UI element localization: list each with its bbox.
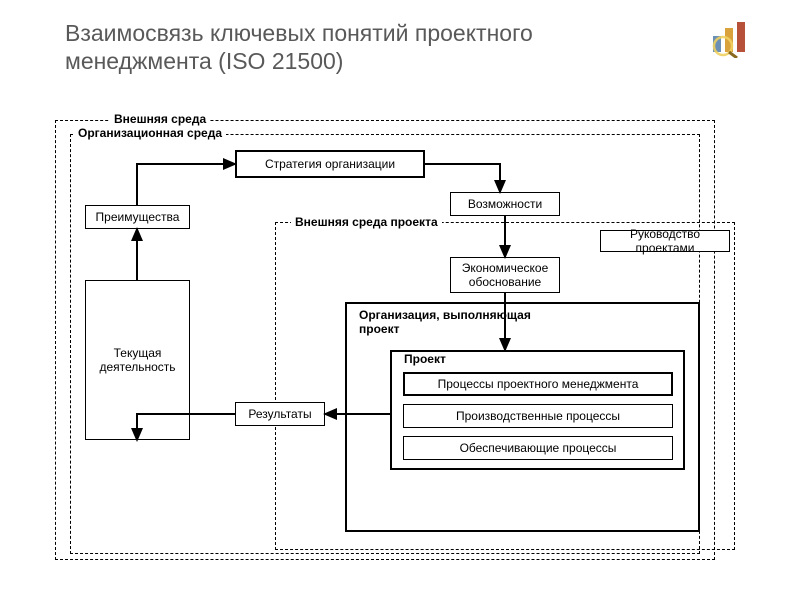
label-org-env: Организационная среда [74,126,226,140]
box-support-processes: Обеспечивающие процессы [403,436,673,460]
box-econ-just: Экономическое обоснование [450,257,560,293]
box-pm-guide: Руководство проектами [600,230,730,252]
box-strategy: Стратегия организации [235,150,425,178]
label-project: Проект [400,352,450,366]
chart-icon [707,18,755,58]
diagram-canvas: Внешняя среда Организационная среда Внеш… [55,112,755,572]
box-results: Результаты [235,402,325,426]
label-org-exec: Организация, выполняющая проект [355,308,535,336]
box-prod-processes: Производственные процессы [403,404,673,428]
box-current-activity: Текущая деятельность [85,280,190,440]
label-project-env: Внешняя среда проекта [291,215,442,229]
box-advantages: Преимущества [85,205,190,229]
label-external-env: Внешняя среда [110,112,210,126]
box-pm-processes: Процессы проектного менеджмента [403,372,673,396]
slide-title: Взаимосвязь ключевых понятий проектного … [65,20,585,75]
box-opportunities: Возможности [450,192,560,216]
